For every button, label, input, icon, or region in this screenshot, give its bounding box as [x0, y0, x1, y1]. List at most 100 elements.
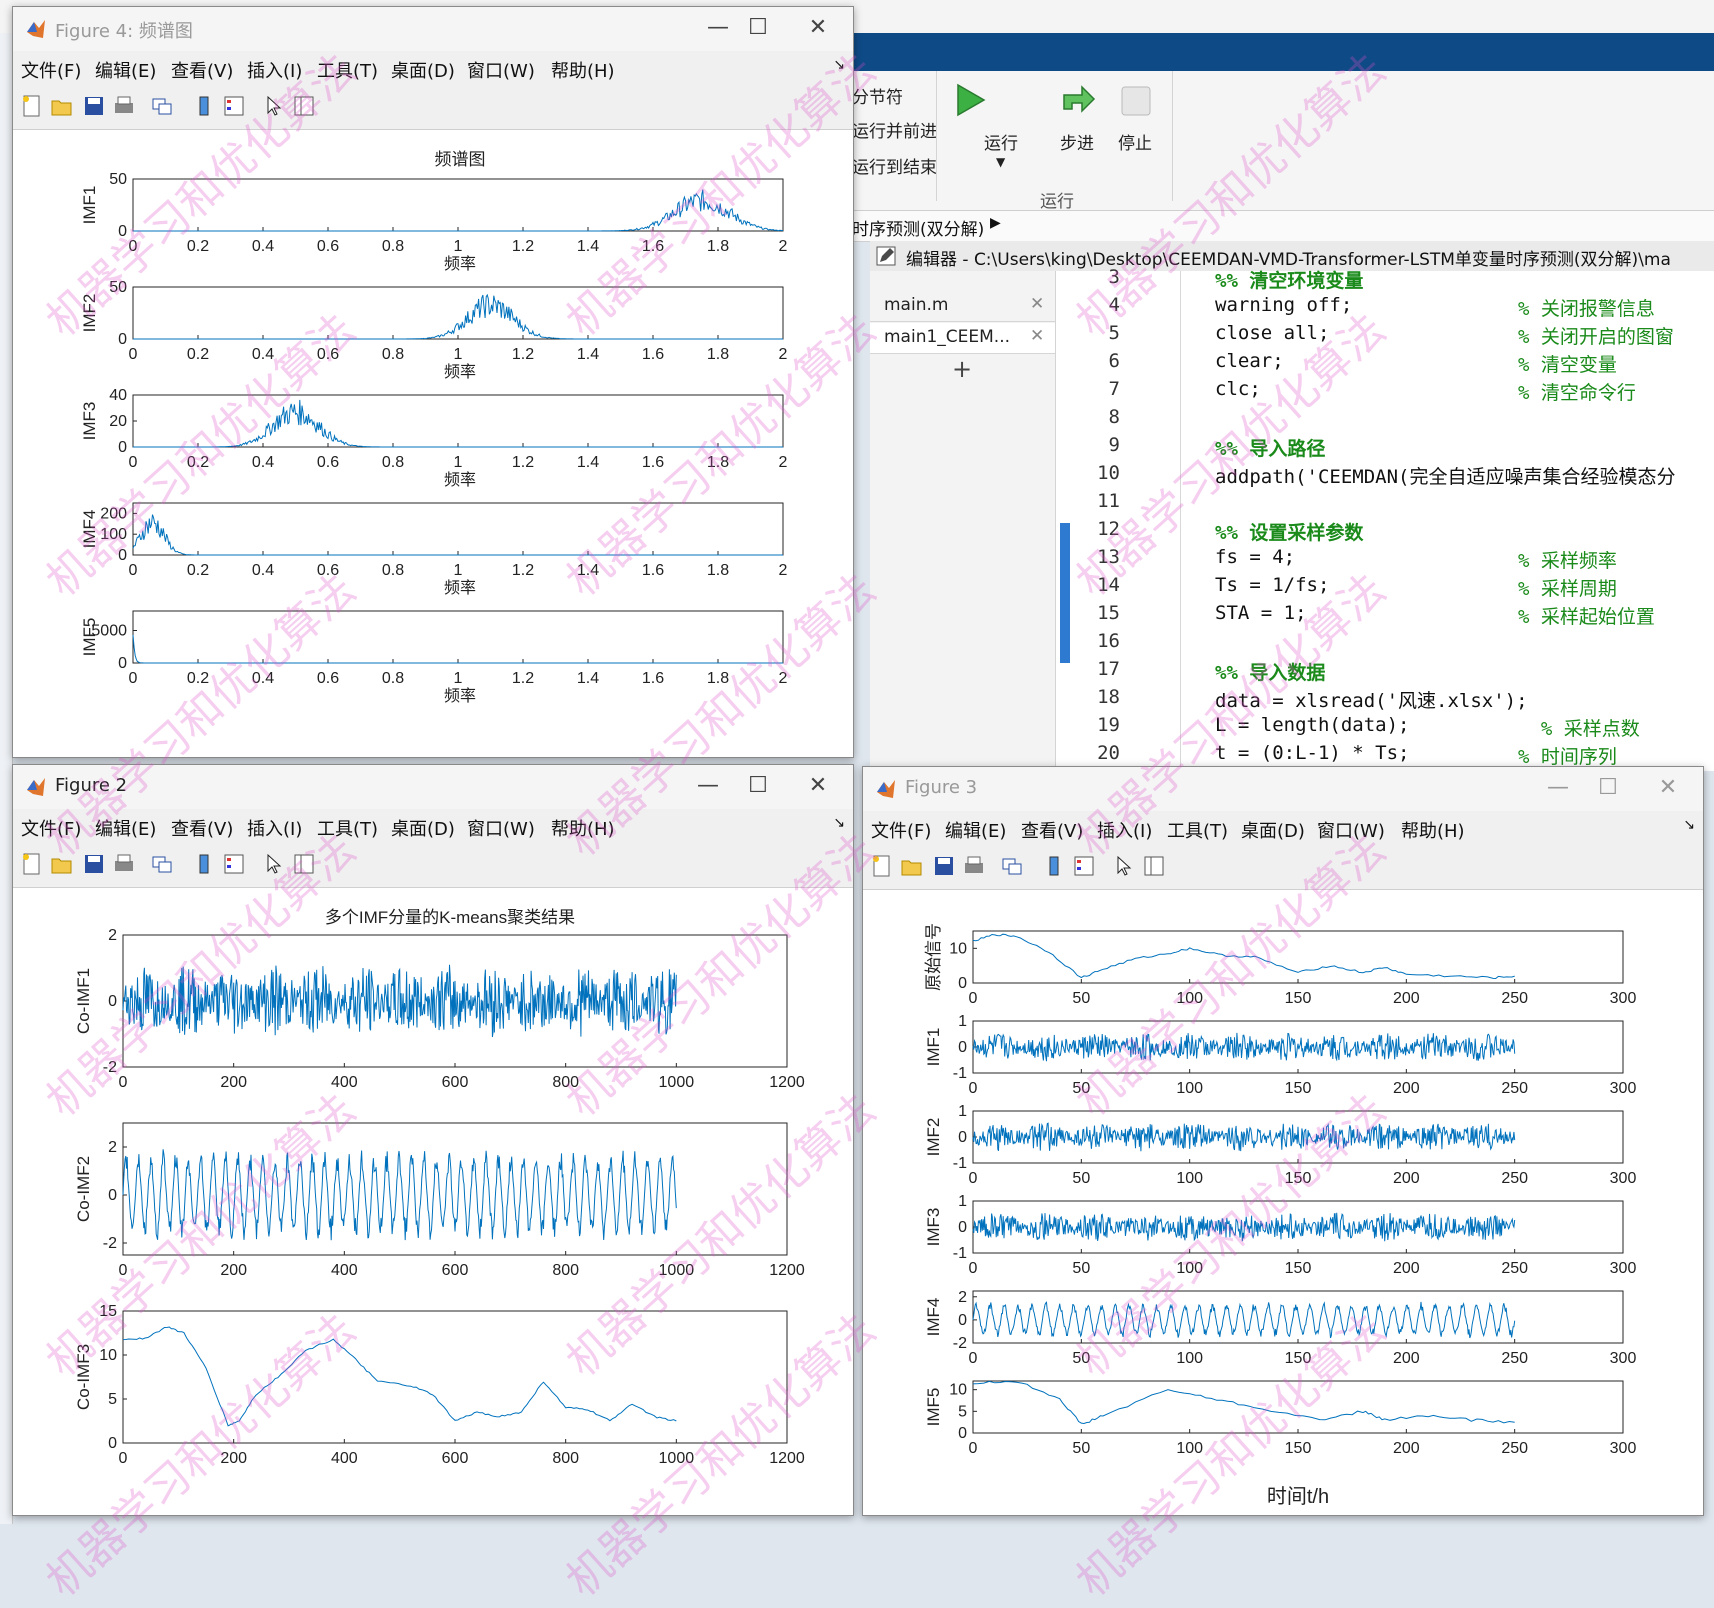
pointer-icon[interactable]: [263, 853, 285, 875]
code-line[interactable]: STA = 1;: [1215, 602, 1307, 624]
link-icon[interactable]: [151, 853, 173, 875]
maximize-icon[interactable]: ☐: [1598, 775, 1618, 800]
menu-item[interactable]: 编辑(E): [945, 821, 1007, 842]
print-icon[interactable]: [113, 853, 135, 875]
close-icon[interactable]: ✕: [808, 15, 828, 40]
figure2-window[interactable]: Figure 2 — ☐ ✕ 文件(F) 编辑(E) 查看(V) 插入(I) 工具(T)…: [12, 764, 854, 1516]
legend-icon[interactable]: [223, 853, 245, 875]
run-to-end-button[interactable]: 运行到结束: [852, 158, 937, 178]
menu-item[interactable]: 窗口(W): [467, 819, 535, 840]
breadcrumb[interactable]: 时序预测(双分解) ▶: [850, 211, 1714, 242]
menu-item[interactable]: 窗口(W): [467, 61, 535, 82]
save-icon[interactable]: [933, 855, 955, 877]
figure2-titlebar[interactable]: Figure 2 — ☐ ✕: [13, 765, 853, 809]
run-dropdown-icon[interactable]: ▼: [996, 155, 1006, 169]
menu-item[interactable]: 帮助(H): [551, 819, 615, 840]
stop-icon[interactable]: [1120, 85, 1152, 121]
code-line[interactable]: warning off;: [1215, 294, 1353, 316]
menu-item[interactable]: 工具(T): [317, 819, 379, 840]
new-figure-icon[interactable]: [21, 95, 43, 117]
maximize-icon[interactable]: ☐: [748, 15, 768, 40]
menu-item[interactable]: 桌面(D): [391, 61, 455, 82]
menu-item[interactable]: 工具(T): [1167, 821, 1229, 842]
menu-item[interactable]: 查看(V): [171, 819, 234, 840]
code-line[interactable]: Ts = 1/fs;: [1215, 574, 1330, 596]
close-icon[interactable]: ✕: [1658, 775, 1678, 800]
section-break-button[interactable]: 分节符: [852, 88, 903, 108]
pointer-icon[interactable]: [1113, 855, 1135, 877]
menu-item[interactable]: 插入(I): [247, 819, 303, 840]
colorbar-icon[interactable]: [1043, 855, 1065, 877]
minimize-icon[interactable]: —: [1547, 775, 1569, 800]
open-icon[interactable]: [901, 855, 923, 877]
open-icon[interactable]: [51, 95, 73, 117]
dock-icon[interactable]: ↘: [1683, 817, 1695, 833]
menu-item[interactable]: 查看(V): [171, 61, 234, 82]
colorbar-icon[interactable]: [193, 95, 215, 117]
figure4-window[interactable]: Figure 4: 频谱图 — ☐ ✕ 文件(F) 编辑(E) 查看(V) 插入(I)…: [12, 6, 854, 758]
code-line[interactable]: %% 设置采样参数: [1215, 522, 1364, 544]
colorbar-icon[interactable]: [193, 853, 215, 875]
property-editor-icon[interactable]: [293, 853, 315, 875]
menu-item[interactable]: 查看(V): [1021, 821, 1084, 842]
code-line[interactable]: clear;: [1215, 350, 1284, 372]
new-figure-icon[interactable]: [871, 855, 893, 877]
chevron-right-icon[interactable]: ▶: [990, 215, 1001, 231]
menu-item[interactable]: 文件(F): [21, 819, 82, 840]
legend-icon[interactable]: [223, 95, 245, 117]
code-line[interactable]: addpath('CEEMDAN(完全自适应噪声集合经验模态分: [1215, 466, 1676, 488]
menu-item[interactable]: 帮助(H): [1401, 821, 1465, 842]
print-icon[interactable]: [113, 95, 135, 117]
file-tab-label[interactable]: main1_CEEM...: [884, 327, 1011, 347]
menu-item[interactable]: 文件(F): [871, 821, 932, 842]
close-icon[interactable]: ✕: [1030, 294, 1045, 314]
close-icon[interactable]: ✕: [808, 773, 828, 798]
menu-item[interactable]: 桌面(D): [1241, 821, 1305, 842]
pointer-icon[interactable]: [263, 95, 285, 117]
code-line[interactable]: %% 清空环境变量: [1215, 270, 1364, 292]
dock-icon[interactable]: ↘: [833, 57, 845, 73]
figure4-titlebar[interactable]: Figure 4: 频谱图 — ☐ ✕: [13, 7, 853, 51]
menu-item[interactable]: 工具(T): [317, 61, 379, 82]
step-button[interactable]: 步进: [1060, 134, 1094, 154]
save-icon[interactable]: [83, 853, 105, 875]
menu-item[interactable]: 帮助(H): [551, 61, 615, 82]
code-line[interactable]: %% 导入数据: [1215, 662, 1326, 684]
menu-item[interactable]: 编辑(E): [95, 819, 157, 840]
menu-item[interactable]: 插入(I): [1097, 821, 1153, 842]
code-editor[interactable]: [1056, 271, 1714, 771]
file-tab-label[interactable]: main.m: [884, 295, 949, 315]
minimize-icon[interactable]: —: [707, 15, 729, 40]
legend-icon[interactable]: [1073, 855, 1095, 877]
step-icon-graphic[interactable]: [1058, 81, 1098, 123]
code-line[interactable]: fs = 4;: [1215, 546, 1296, 568]
open-icon[interactable]: [51, 853, 73, 875]
minimize-icon[interactable]: —: [697, 773, 719, 798]
maximize-icon[interactable]: ☐: [748, 773, 768, 798]
code-line[interactable]: t = (0:L-1) * Ts;: [1215, 742, 1410, 764]
menu-item[interactable]: 编辑(E): [95, 61, 157, 82]
dock-icon[interactable]: ↘: [833, 815, 845, 831]
code-line[interactable]: L = length(data);: [1215, 714, 1410, 736]
property-editor-icon[interactable]: [293, 95, 315, 117]
breadcrumb-text[interactable]: 时序预测(双分解): [852, 220, 985, 240]
menu-item[interactable]: 插入(I): [247, 61, 303, 82]
code-line[interactable]: data = xlsread('风速.xlsx');: [1215, 690, 1528, 712]
add-tab-button[interactable]: +: [952, 355, 973, 383]
print-icon[interactable]: [963, 855, 985, 877]
menu-item[interactable]: 窗口(W): [1317, 821, 1385, 842]
property-editor-icon[interactable]: [1143, 855, 1165, 877]
close-icon[interactable]: ✕: [1030, 326, 1045, 346]
save-icon[interactable]: [83, 95, 105, 117]
figure3-window[interactable]: Figure 3 — ☐ ✕ 文件(F) 编辑(E) 查看(V) 插入(I) 工具(T)…: [862, 766, 1704, 1516]
new-figure-icon[interactable]: [21, 853, 43, 875]
link-icon[interactable]: [151, 95, 173, 117]
stop-button[interactable]: 停止: [1118, 134, 1152, 154]
code-line[interactable]: clc;: [1215, 378, 1261, 400]
menu-item[interactable]: 桌面(D): [391, 819, 455, 840]
run-advance-button[interactable]: 运行并前进: [852, 122, 937, 142]
link-icon[interactable]: [1001, 855, 1023, 877]
menu-item[interactable]: 文件(F): [21, 61, 82, 82]
run-icon[interactable]: [950, 81, 990, 123]
code-line[interactable]: close all;: [1215, 322, 1330, 344]
